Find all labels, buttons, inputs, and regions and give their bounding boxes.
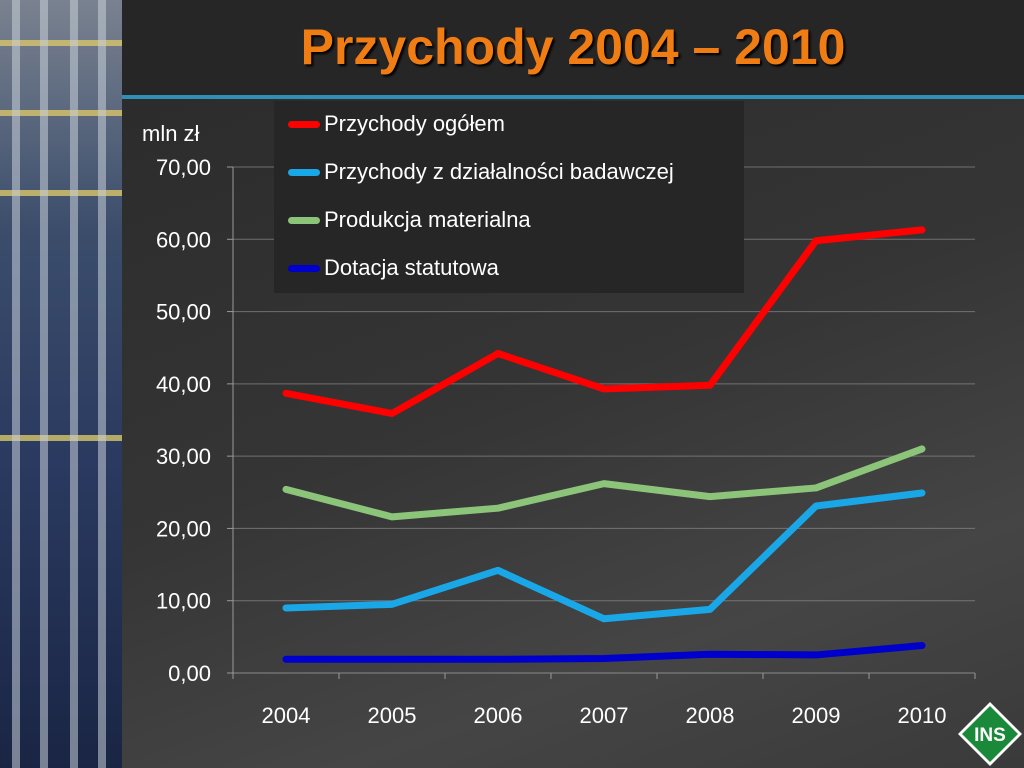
series-line-3 (282, 445, 926, 521)
legend-item-produkcja-materialna: Produkcja materialna (288, 205, 531, 235)
legend-swatch (288, 120, 320, 128)
y-tick-label: 0,00 (168, 661, 211, 686)
photo-detail (98, 0, 106, 768)
y-tick-label: 70,00 (156, 155, 211, 180)
ins-logo: INS (958, 702, 1022, 766)
y-tick-label: 20,00 (156, 516, 211, 541)
y-tick-label: 60,00 (156, 227, 211, 252)
series-line-1 (282, 226, 926, 417)
photo-detail (0, 190, 122, 196)
legend-item-przychody-badawcze: Przychody z działalności badawczej (288, 157, 674, 187)
photo-detail (0, 110, 122, 116)
legend-swatch (288, 264, 320, 272)
logo-text: INS (974, 725, 1006, 746)
legend-item-przychody-ogolem: Przychody ogółem (288, 109, 505, 139)
series-line-4 (282, 642, 926, 663)
title-rule (122, 95, 1024, 99)
y-tick-label: 10,00 (156, 589, 211, 614)
title-bar (122, 0, 1024, 97)
photo-detail (70, 0, 78, 768)
legend-label: Przychody ogółem (324, 111, 505, 136)
y-tick-label: 40,00 (156, 372, 211, 397)
photo-detail (12, 0, 20, 768)
chart-legend: Przychody ogółem Przychody z działalnośc… (274, 101, 744, 293)
x-tick-label: 2006 (474, 703, 523, 728)
y-tick-label: 30,00 (156, 444, 211, 469)
photo-detail (40, 0, 48, 768)
y-axis-unit-label: mln zł (142, 121, 200, 146)
x-tick-label: 2007 (580, 703, 629, 728)
x-tick-label: 2008 (686, 703, 735, 728)
photo-detail (0, 40, 122, 46)
legend-label: Dotacja statutowa (324, 255, 499, 280)
slide-title: Przychody 2004 – 2010 (300, 19, 846, 75)
photo-detail (0, 435, 122, 441)
legend-label: Przychody z działalności badawczej (324, 159, 674, 184)
y-tick-label: 50,00 (156, 300, 211, 325)
legend-label: Produkcja materialna (324, 207, 531, 232)
side-photo (0, 0, 122, 768)
legend-item-dotacja-statutowa: Dotacja statutowa (288, 253, 499, 283)
x-tick-label: 2004 (262, 703, 311, 728)
x-tick-label: 2005 (368, 703, 417, 728)
x-tick-label: 2010 (898, 703, 947, 728)
legend-swatch (288, 168, 320, 176)
x-tick-label: 2009 (792, 703, 841, 728)
series-line-2 (282, 489, 926, 623)
legend-swatch (288, 216, 320, 224)
